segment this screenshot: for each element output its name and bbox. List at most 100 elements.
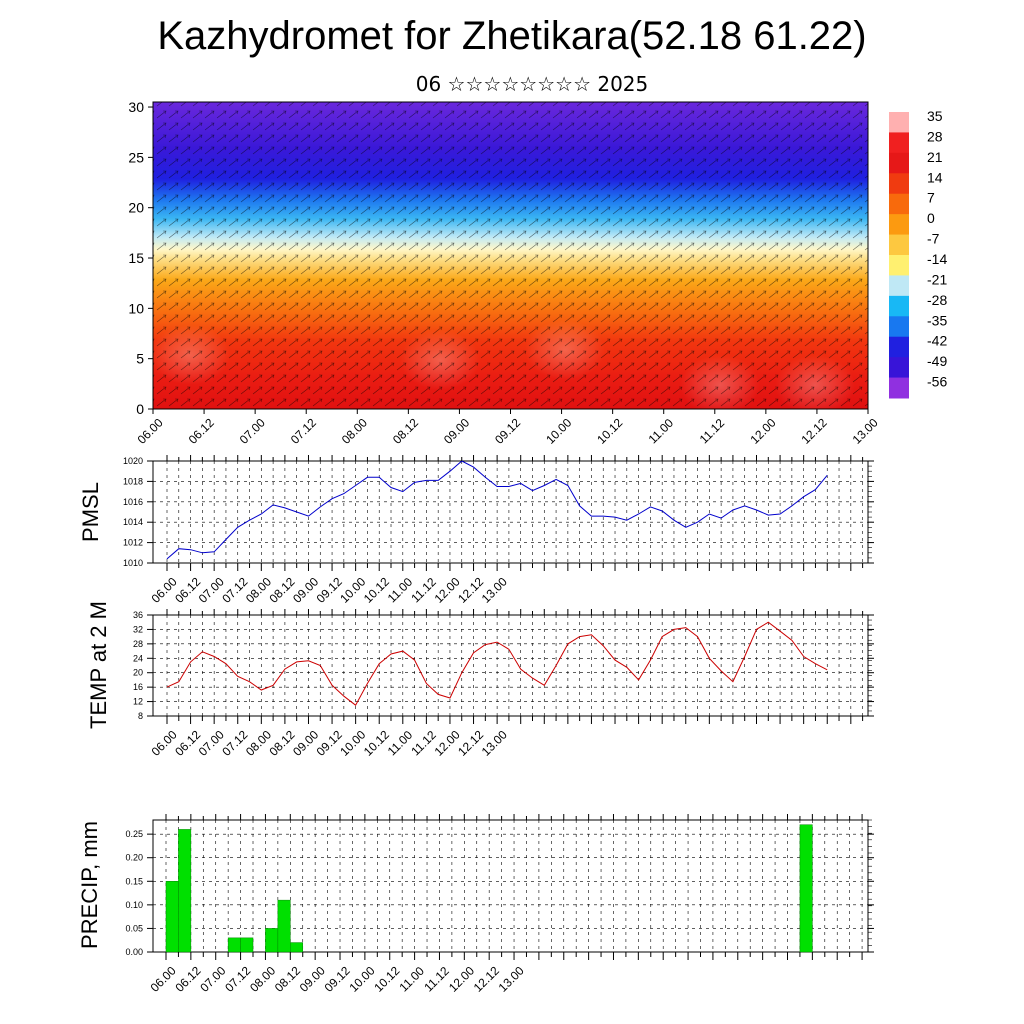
colorbar-label: 21 xyxy=(927,149,943,165)
colorbar-swatch xyxy=(889,255,909,276)
temp-series-line xyxy=(166,621,828,706)
wind-vectors xyxy=(153,102,868,409)
y-tick-label: 20 xyxy=(128,200,144,216)
y-tick-label: 28 xyxy=(133,639,143,649)
x-tick-label: 11.00 xyxy=(385,575,416,606)
x-tick-label: 12.00 xyxy=(747,415,778,446)
x-tick-label: 10.00 xyxy=(346,963,377,994)
precip-bar xyxy=(165,881,179,953)
y-tick-label: 5 xyxy=(136,351,144,367)
colorbar-label: 7 xyxy=(927,190,935,206)
y-tick-label: 1016 xyxy=(123,497,143,507)
x-tick-label: 10.12 xyxy=(361,727,392,758)
precip-bar xyxy=(227,937,241,953)
y-tick-label: 36 xyxy=(133,610,143,620)
x-tick-label: 11.00 xyxy=(385,728,416,759)
x-tick-label: 10.00 xyxy=(337,574,368,605)
precip-ylabel: PRECIP, mm xyxy=(77,821,102,949)
pmsl-series-line xyxy=(166,460,828,560)
colorbar-swatch xyxy=(889,357,909,379)
x-tick-label: 13.00 xyxy=(479,727,510,758)
colorbar-swatch xyxy=(889,377,909,399)
x-tick-label: 10.12 xyxy=(361,574,392,605)
x-tick-label: 12.12 xyxy=(471,963,502,994)
y-tick-label: 25 xyxy=(128,149,144,165)
x-tick-label: 09.00 xyxy=(290,574,321,605)
x-tick-label: 08.12 xyxy=(272,963,303,994)
precip-panel: 0.000.050.100.150.200.2506.0006.1207.000… xyxy=(77,814,874,995)
x-tick-label: 08.12 xyxy=(267,727,298,758)
precip-bar xyxy=(290,942,303,953)
colorbar-swatch xyxy=(889,193,909,215)
x-tick-label: 11.12 xyxy=(421,964,452,995)
x-tick-label: 11.12 xyxy=(408,575,439,606)
colorbar-swatch xyxy=(889,234,909,256)
x-tick-label: 09.00 xyxy=(441,415,472,446)
x-tick-label: 06.00 xyxy=(149,574,180,605)
temp-ylabel: TEMP at 2 M xyxy=(86,601,111,729)
colorbar-swatch xyxy=(889,275,909,297)
x-tick-label: 07.00 xyxy=(196,727,227,758)
x-tick-label: 07.00 xyxy=(237,415,268,446)
x-tick-label: 08.12 xyxy=(390,415,421,446)
x-tick-label: 07.00 xyxy=(197,963,228,994)
x-tick-label: 09.12 xyxy=(492,415,523,446)
y-tick-label: 0.25 xyxy=(125,829,143,839)
colorbar-label: -42 xyxy=(927,333,947,349)
y-tick-label: 0.05 xyxy=(125,923,143,933)
x-tick-label: 12.12 xyxy=(455,727,486,758)
colorbar-label: -49 xyxy=(927,353,947,369)
colorbar-swatch xyxy=(889,214,909,236)
y-tick-label: 30 xyxy=(128,99,144,115)
y-tick-label: 20 xyxy=(133,668,143,678)
y-tick-label: 1014 xyxy=(123,517,143,527)
x-tick-label: 09.00 xyxy=(297,963,328,994)
colorbar-label: 35 xyxy=(927,108,943,124)
y-tick-label: 10 xyxy=(128,300,144,316)
y-tick-label: 12 xyxy=(133,697,143,707)
x-tick-label: 09.12 xyxy=(314,727,345,758)
x-tick-label: 06.12 xyxy=(172,727,203,758)
y-tick-label: 0.00 xyxy=(125,947,143,957)
x-tick-label: 12.00 xyxy=(446,963,477,994)
x-tick-label: 08.00 xyxy=(243,574,274,605)
x-tick-label: 06.12 xyxy=(172,574,203,605)
y-tick-label: 0.15 xyxy=(125,876,143,886)
colorbar-label: -21 xyxy=(927,271,947,287)
colorbar-swatch xyxy=(889,295,909,317)
y-tick-label: 1018 xyxy=(123,476,143,486)
colorbar-swatch xyxy=(889,173,909,195)
x-tick-label: 12.00 xyxy=(432,574,463,605)
x-tick-label: 11.12 xyxy=(697,416,728,447)
x-tick-label: 10.00 xyxy=(337,727,368,758)
precip-bar xyxy=(265,928,279,953)
y-tick-label: 1012 xyxy=(123,538,143,548)
x-tick-label: 10.12 xyxy=(371,963,402,994)
y-tick-label: 32 xyxy=(133,624,143,634)
pmsl-ylabel: PMSL xyxy=(78,482,103,542)
x-tick-label: 07.00 xyxy=(196,574,227,605)
precip-bar xyxy=(240,937,254,953)
temp-panel: 8 12 16 20 24 28 32 36 06.0006.1207.0007.1208.00… xyxy=(86,601,874,759)
colorbar-label: -56 xyxy=(927,374,947,390)
x-tick-label: 06.00 xyxy=(135,415,166,446)
y-tick-label: 1020 xyxy=(123,456,143,466)
chart-title: Kazhydromet for Zhetikara(52.18 61.22) xyxy=(157,14,867,58)
x-tick-label: 13.00 xyxy=(850,415,881,446)
x-tick-label: 08.00 xyxy=(243,727,274,758)
x-tick-label: 09.12 xyxy=(322,963,353,994)
x-tick-label: 08.12 xyxy=(267,574,298,605)
precip-bar xyxy=(178,829,192,953)
x-tick-label: 12.00 xyxy=(432,727,463,758)
x-tick-label: 12.12 xyxy=(455,574,486,605)
colorbar: 35 28 21 14 7 0 -7 -14 -21 -28 -35 -42 -49 -56 xyxy=(889,108,947,399)
y-tick-label: 1010 xyxy=(123,558,143,568)
colorbar-label: 14 xyxy=(927,169,943,185)
chart-subtitle: 06 ☆☆☆☆☆☆☆☆ 2025 xyxy=(415,72,649,96)
y-tick-label: 0 xyxy=(136,401,144,417)
x-tick-label: 13.00 xyxy=(479,574,510,605)
precip-bar xyxy=(799,824,813,953)
colorbar-swatch xyxy=(889,112,909,133)
colorbar-swatch xyxy=(889,152,909,174)
